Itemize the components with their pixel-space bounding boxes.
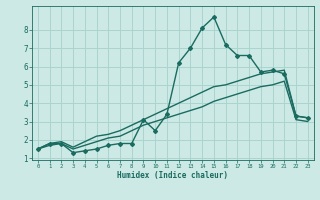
X-axis label: Humidex (Indice chaleur): Humidex (Indice chaleur) <box>117 171 228 180</box>
